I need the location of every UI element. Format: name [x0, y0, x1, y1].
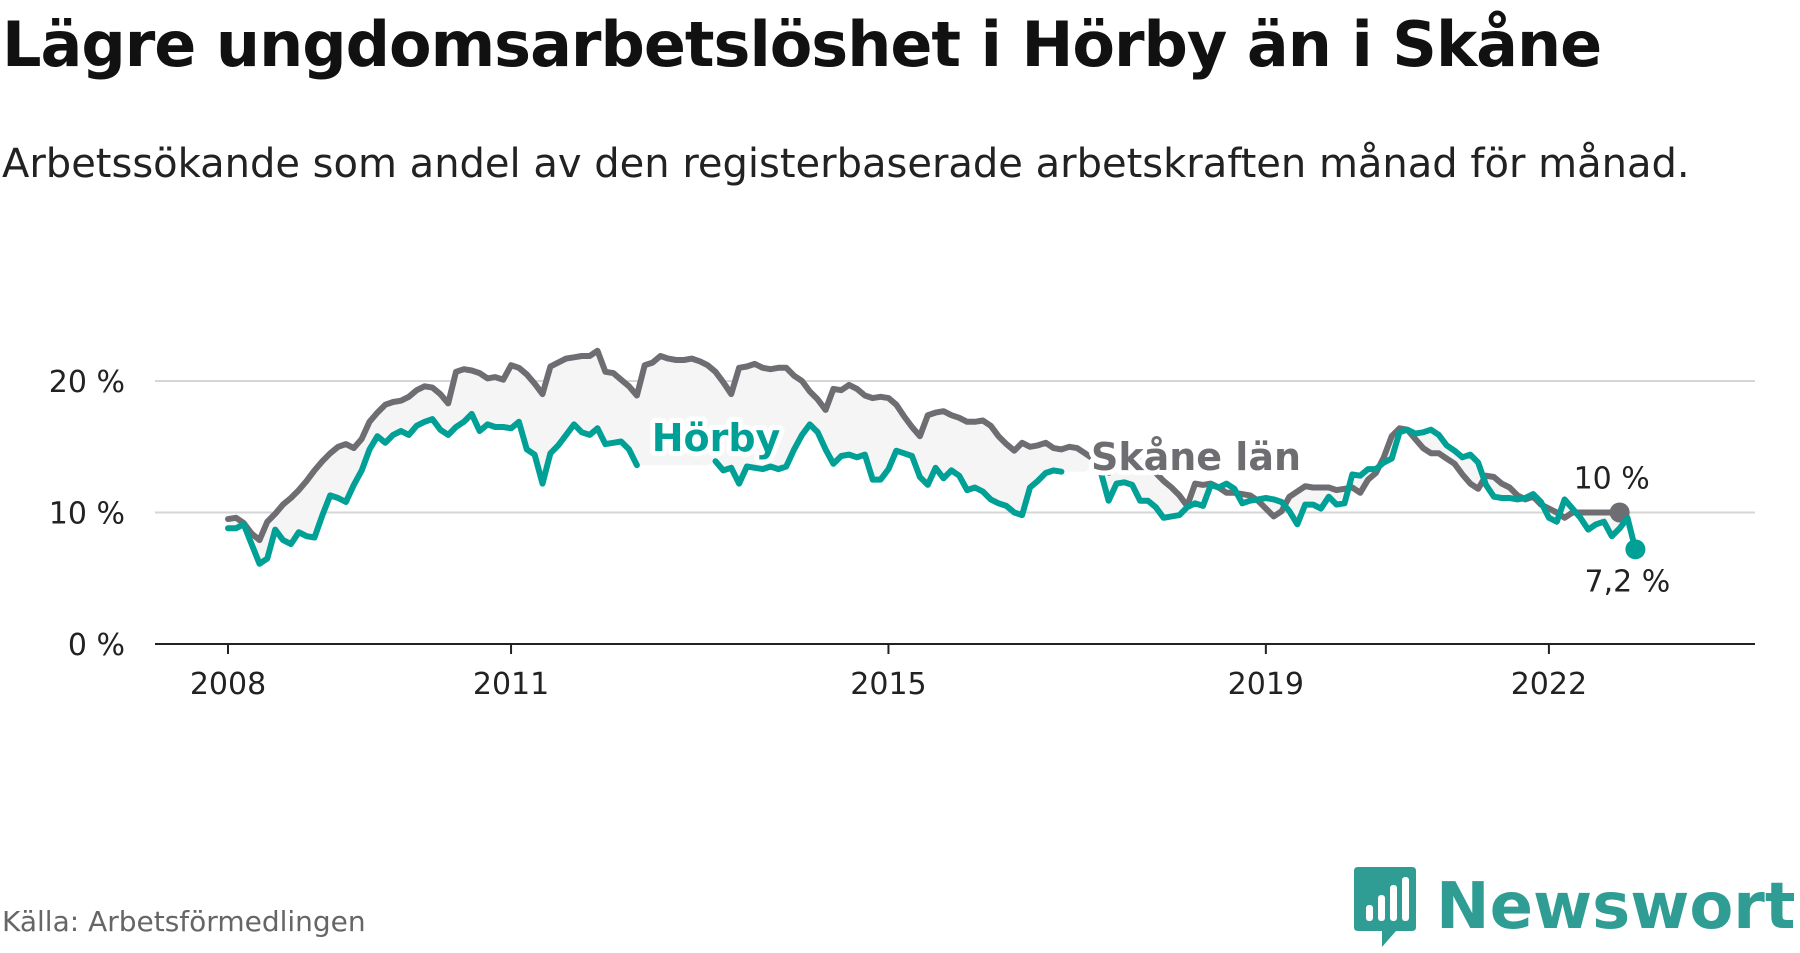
y-tick-label: 10 % — [49, 497, 125, 532]
x-tick-label: 2022 — [1511, 667, 1587, 702]
series-line-skåne-län — [225, 347, 1623, 544]
series-line-hörby — [225, 410, 1639, 567]
series-inline-label: Hörby — [652, 416, 781, 460]
series-lines — [225, 347, 1646, 567]
x-tick-label: 2015 — [850, 667, 926, 702]
end-value-label: 7,2 % — [1585, 564, 1671, 599]
gridlines — [155, 380, 1755, 514]
chart-title: Lägre ungdomsarbetslöshet i Hörby än i S… — [2, 8, 1602, 81]
x-tick-label: 2019 — [1228, 667, 1304, 702]
x-tick-label: 2011 — [473, 667, 549, 702]
series-inline-label: Skåne län — [1091, 435, 1301, 479]
source-note: Källa: Arbetsförmedlingen — [2, 905, 366, 938]
y-axis-ticks: 0 % 10 % 20 % — [49, 365, 125, 663]
end-value-label: 10 % — [1574, 462, 1650, 497]
x-axis-ticks: 2008 2011 2015 2019 2022 — [190, 644, 1587, 702]
end-point-marker — [1625, 539, 1646, 560]
x-tick-label: 2008 — [190, 667, 266, 702]
newsworthy-logo-icon — [1354, 867, 1416, 947]
y-tick-label: 20 % — [49, 365, 125, 400]
series-labels: 10 % 7,2 % Hörby Skåne län — [647, 411, 1671, 599]
gap-area-fill — [228, 350, 1636, 564]
y-tick-label: 0 % — [68, 628, 125, 663]
brand-name: Newsworthy — [1436, 870, 1800, 944]
newsworthy-brand[interactable]: Newsworthy — [1350, 861, 1800, 953]
chart-subtitle: Arbetssökande som andel av den registerb… — [2, 141, 1690, 187]
